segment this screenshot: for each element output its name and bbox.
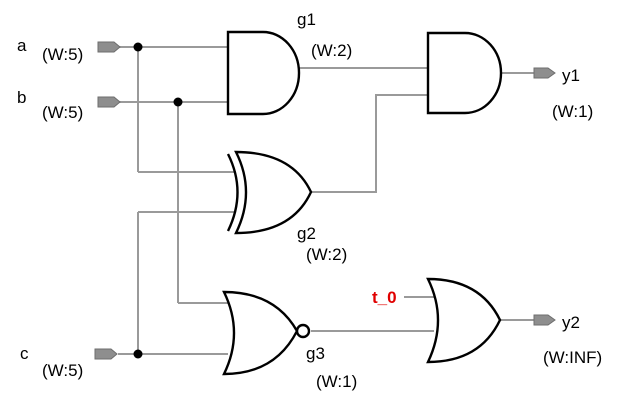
- gate-width-g3: (W:1): [316, 372, 357, 391]
- xor-gate-g2-body: [234, 150, 313, 235]
- input-width-c: (W:5): [42, 361, 83, 380]
- output-label-y1: y1: [562, 66, 580, 85]
- input-label-c: c: [20, 344, 29, 363]
- or-gate-output-y2: [426, 277, 502, 364]
- input-port-b: [97, 96, 121, 108]
- output-width-y2: (W:INF): [543, 348, 602, 367]
- junctions: [133, 42, 183, 359]
- wire-g2-to-and2: [311, 94, 428, 193]
- and-gate-g1: [226, 30, 301, 116]
- input-width-b: (W:5): [42, 103, 83, 122]
- and-gate-output-y1: [426, 31, 503, 115]
- gate-width-g1: (W:2): [311, 41, 352, 60]
- nor-gate-g3-body: [222, 290, 299, 376]
- junction-a: [133, 42, 143, 52]
- nor-gate-g3: [222, 290, 311, 376]
- input-label-a: a: [17, 36, 27, 55]
- output-port-y1: [533, 67, 556, 79]
- input-port-a: [97, 41, 121, 53]
- input-ports: [94, 41, 121, 360]
- output-ports: [533, 67, 556, 326]
- output-width-y1: (W:1): [552, 102, 593, 121]
- output-label-y2: y2: [562, 313, 580, 332]
- output-port-y2: [533, 314, 556, 326]
- gate-label-g3: g3: [306, 344, 325, 363]
- gate-label-g2: g2: [297, 224, 316, 243]
- junction-b: [173, 97, 183, 107]
- signal-label-t0: t_0: [372, 288, 397, 307]
- input-port-c: [94, 348, 118, 360]
- xor-gate-g2: [226, 150, 313, 235]
- input-width-a: (W:5): [42, 45, 83, 64]
- xor-gate-g2-back-curve: [226, 153, 239, 232]
- junction-c: [133, 349, 143, 359]
- gate-width-g2: (W:2): [306, 245, 347, 264]
- wires: [118, 46, 534, 355]
- input-label-b: b: [17, 88, 26, 107]
- gate-label-g1: g1: [297, 10, 316, 29]
- nor-gate-g3-bubble: [295, 323, 311, 339]
